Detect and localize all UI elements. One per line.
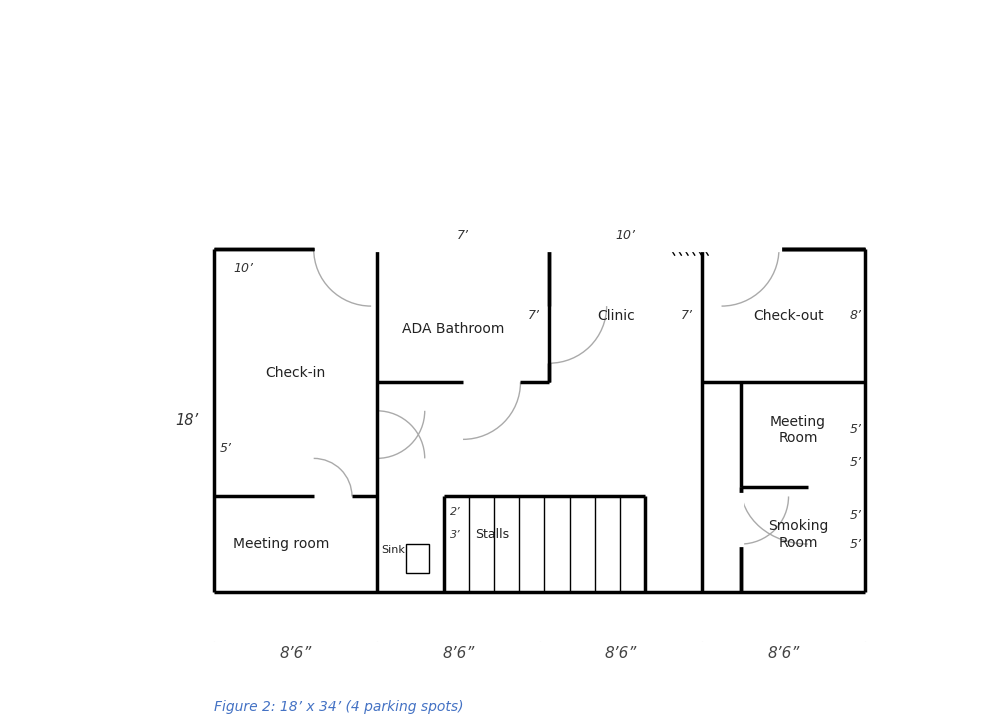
Text: 5’: 5’ — [849, 538, 861, 551]
Text: Check-out: Check-out — [753, 309, 824, 322]
Text: 7’: 7’ — [457, 229, 469, 242]
Text: 2’: 2’ — [450, 507, 460, 517]
Text: 10’: 10’ — [233, 262, 253, 275]
Text: 8’6”: 8’6” — [279, 646, 312, 660]
Bar — [406, 544, 429, 572]
Text: ADA Bathroom: ADA Bathroom — [402, 322, 505, 336]
Text: 8’6”: 8’6” — [768, 646, 800, 660]
Text: 8’: 8’ — [849, 309, 861, 322]
Text: Check-in: Check-in — [265, 366, 326, 380]
Text: 3’: 3’ — [450, 529, 460, 539]
Text: Meeting
Room: Meeting Room — [770, 415, 826, 445]
Text: 18’: 18’ — [175, 413, 199, 428]
Text: Clinic: Clinic — [597, 309, 635, 322]
Text: 10’: 10’ — [616, 229, 636, 242]
Text: 5’: 5’ — [849, 423, 861, 436]
Text: Sink: Sink — [382, 545, 406, 554]
Text: Stalls: Stalls — [475, 528, 509, 541]
Text: 7’: 7’ — [681, 309, 693, 322]
Text: 8’6”: 8’6” — [605, 646, 637, 660]
Text: 5’: 5’ — [220, 443, 232, 456]
Text: Smoking
Room: Smoking Room — [768, 519, 828, 549]
Text: Figure 2: 18’ x 34’ (4 parking spots): Figure 2: 18’ x 34’ (4 parking spots) — [214, 700, 464, 714]
Text: 5’: 5’ — [849, 456, 861, 469]
Text: Meeting room: Meeting room — [233, 537, 329, 551]
Text: 8’6”: 8’6” — [442, 646, 474, 660]
Text: 5’: 5’ — [849, 509, 861, 522]
Text: 7’: 7’ — [528, 309, 540, 322]
